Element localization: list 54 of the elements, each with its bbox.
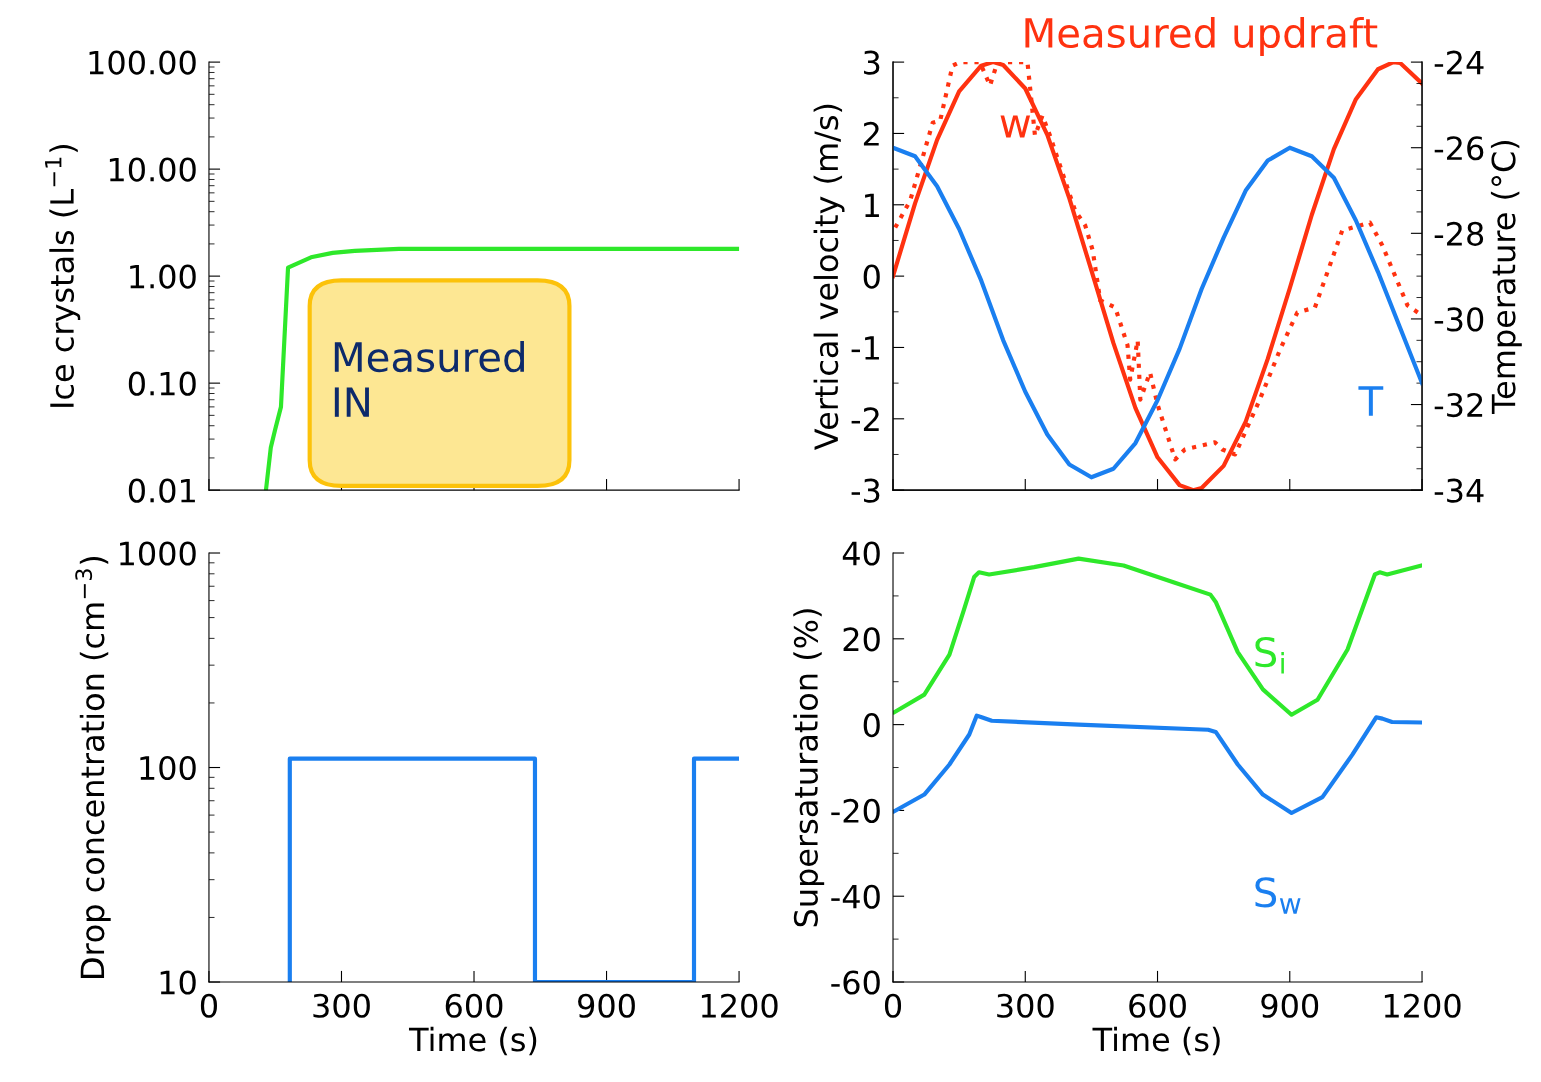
y-tick-label: 20 — [843, 627, 880, 652]
series-label: w — [1000, 115, 1031, 138]
y-tick-label: 40 — [842, 541, 880, 566]
y-axis-title: Vertical velocity (m/s) — [813, 104, 845, 450]
y-tick-label: 0.10 — [128, 371, 196, 396]
line-series — [893, 556, 1423, 717]
x-axis-title: Time (s) — [408, 1026, 537, 1056]
y2-tick-label: -32 — [1434, 392, 1483, 418]
y-axis-title: Ice crystals (L$^{−1}$) — [45, 145, 81, 407]
y2-tick-label: -24 — [1434, 50, 1484, 75]
y2-tick-label: -34 — [1434, 478, 1484, 503]
y-tick-label: 100 — [140, 755, 196, 781]
y-tick-label: -60 — [831, 970, 880, 995]
line-series — [893, 713, 1423, 816]
y-tick-label: 10 — [160, 970, 196, 995]
y-axis-title: Drop concentration (cm$^{−3}$) — [75, 556, 111, 978]
line-series — [893, 145, 1423, 480]
y2-tick-label: -28 — [1434, 221, 1484, 246]
x-tick-label: 0 — [200, 993, 217, 1018]
y-tick-label: 0 — [863, 713, 880, 738]
y-tick-label: 1.00 — [130, 264, 196, 289]
y-tick-label: 1 — [865, 193, 879, 217]
annotation: Measured IN — [334, 341, 524, 417]
x-tick-label: 900 — [578, 993, 635, 1018]
x-tick-label: 900 — [1261, 993, 1319, 1018]
y-tick-label: 3 — [864, 50, 880, 75]
x-tick-label: 600 — [1129, 993, 1186, 1018]
y-tick-label: -1 — [851, 336, 879, 360]
y-tick-label: -2 — [851, 407, 879, 431]
x-axis-title: Time (s) — [1092, 1026, 1220, 1056]
x-tick-label: 600 — [445, 993, 503, 1018]
x-tick-label: 1200 — [701, 993, 778, 1018]
series-label: S$_{i}$ — [1255, 636, 1284, 674]
y-axis-title: Supersaturation (%) — [793, 609, 825, 927]
y2-tick-label: -30 — [1434, 307, 1484, 332]
y-tick-label: 1000 — [120, 541, 196, 566]
y-tick-label: 2 — [863, 121, 879, 146]
line-series — [263, 246, 740, 491]
series-label: T — [1358, 386, 1384, 416]
y-tick-label: -40 — [831, 884, 880, 909]
y-tick-label: -20 — [831, 798, 880, 824]
y2-axis-title: Temperature (°C) — [1490, 141, 1522, 415]
x-tick-label: 0 — [884, 993, 902, 1018]
y2-tick-label: -26 — [1434, 136, 1484, 161]
series-label: Measured updraft — [1025, 16, 1378, 56]
y-tick-label: 10.00 — [109, 157, 196, 182]
y-tick-label: 0.01 — [128, 478, 195, 503]
x-tick-label: 1200 — [1384, 993, 1461, 1018]
series-label: S$_{w}$ — [1255, 877, 1301, 914]
y-tick-label: 0 — [863, 264, 880, 289]
y-tick-label: 100.00 — [89, 50, 196, 75]
x-tick-label: 300 — [313, 993, 370, 1018]
x-tick-label: 300 — [997, 993, 1054, 1018]
y-tick-label: -3 — [851, 478, 880, 503]
